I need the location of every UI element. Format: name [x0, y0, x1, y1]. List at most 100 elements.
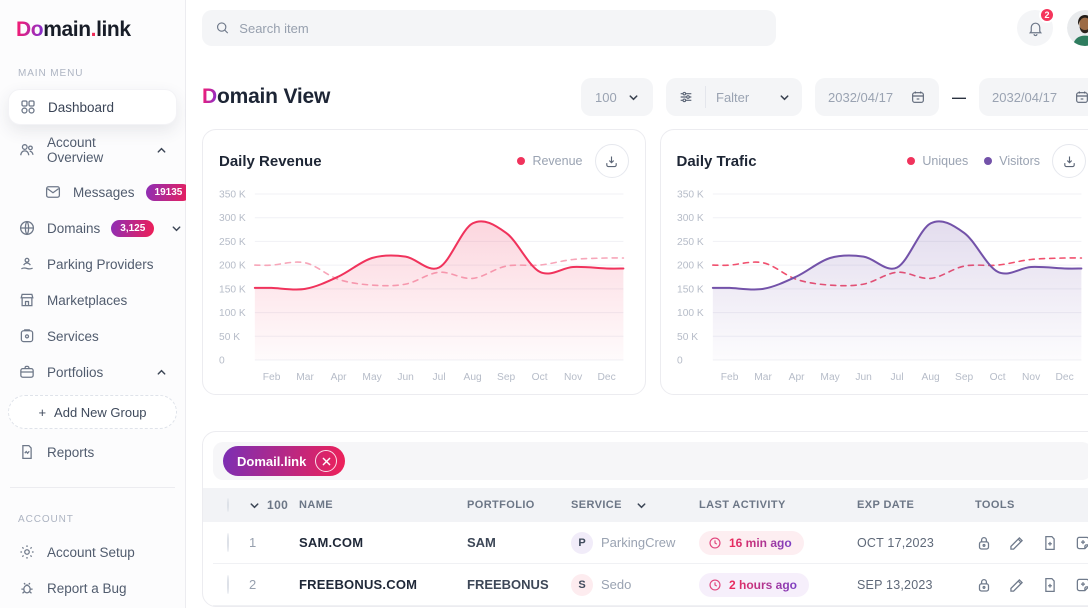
- header-name[interactable]: NAME: [299, 499, 333, 511]
- per-page-select[interactable]: 100: [581, 78, 653, 116]
- service-name: Sedo: [601, 577, 632, 592]
- svg-text:Jun: Jun: [397, 372, 414, 383]
- page-title: Domain View: [202, 85, 330, 109]
- header-exp-date[interactable]: EXP DATE: [857, 499, 915, 511]
- daily-trafic-card: Daily Trafic Uniques Visitors 350 K 300 K 2…: [659, 129, 1088, 395]
- bell-icon: [1027, 20, 1044, 37]
- page-title-rest: omain View: [216, 85, 331, 108]
- sidebar-item-messages[interactable]: Messages 19135: [8, 175, 192, 209]
- sidebar-item-label: Services: [47, 328, 99, 344]
- note-add-button[interactable]: [1074, 534, 1088, 552]
- date-to-picker[interactable]: 2032/04/17: [979, 78, 1088, 116]
- date-to-value: 2032/04/17: [992, 89, 1058, 105]
- select-all-checkbox[interactable]: [227, 498, 229, 512]
- sidebar-item-report-a-bug[interactable]: Report a Bug: [8, 571, 177, 605]
- domain-name[interactable]: SAM.COM: [299, 535, 364, 550]
- legend-item: Visitors: [984, 154, 1040, 168]
- header-tools: TOOLS: [975, 499, 1015, 511]
- filter-chip[interactable]: Domail.link: [223, 446, 346, 476]
- domains-table-card: Domail.link 100 NAME PORTFOLIO SERVICE L…: [202, 431, 1088, 607]
- download-chart-button[interactable]: [594, 144, 629, 178]
- table-row[interactable]: 1 SAM.COM SAM P ParkingCrew 16 min ago O…: [213, 522, 1088, 564]
- sidebar-item-marketplaces[interactable]: Marketplaces: [8, 283, 177, 317]
- row-checkbox[interactable]: [227, 574, 229, 594]
- chevron-down-icon: [779, 92, 802, 103]
- sidebar-item-label: Reports: [47, 444, 95, 460]
- search-input[interactable]: [239, 20, 763, 36]
- add-new-group-button[interactable]: + Add New Group: [8, 395, 177, 429]
- remove-filter-chip-button[interactable]: [315, 450, 338, 472]
- download-chart-button[interactable]: [1052, 144, 1086, 178]
- svg-text:Feb: Feb: [263, 372, 281, 383]
- page-controls: 100 Falter 2032/04/17 — 2032/04/17: [581, 78, 1088, 116]
- chevron-down-icon[interactable]: [249, 500, 260, 511]
- sidebar-item-dashboard[interactable]: Dashboard: [8, 89, 177, 125]
- sidebar-item-domains[interactable]: Domains 3,125: [8, 211, 181, 245]
- row-tools: [975, 534, 1088, 552]
- sidebar-item-account-setup[interactable]: Account Setup: [8, 535, 177, 569]
- last-activity-pill: 16 min ago: [699, 530, 804, 555]
- notifications-button[interactable]: 2: [1017, 7, 1055, 46]
- header-last-activity[interactable]: LAST ACTIVITY: [699, 499, 786, 511]
- file-plus-button[interactable]: [1041, 576, 1059, 594]
- header-portfolio[interactable]: PORTFOLIO: [467, 499, 535, 511]
- svg-text:300 K: 300 K: [677, 213, 704, 224]
- lock-button[interactable]: [975, 534, 993, 552]
- sidebar-item-label: Account Setup: [47, 544, 135, 560]
- note-add-button[interactable]: [1074, 576, 1088, 594]
- user-avatar[interactable]: [1067, 10, 1088, 46]
- search-bar[interactable]: [202, 10, 776, 46]
- sidebar-item-label: Account Overview: [47, 135, 104, 165]
- storefront-icon: [18, 291, 36, 309]
- domains-count-badge: 3,125: [111, 219, 155, 237]
- svg-text:Mar: Mar: [754, 372, 772, 383]
- sidebar-item-portfolios[interactable]: Portfolios: [8, 355, 177, 389]
- sidebar-item-parking-providers[interactable]: Parking Providers: [8, 247, 177, 281]
- account-section-label: ACCOUNT: [18, 514, 74, 525]
- svg-text:350 K: 350 K: [677, 190, 704, 201]
- mail-icon: [44, 183, 62, 201]
- edit-button[interactable]: [1008, 576, 1026, 594]
- globe-icon: [18, 219, 36, 237]
- sidebar-item-label: Parking Providers: [47, 256, 154, 272]
- sidebar-item-reports[interactable]: Reports: [8, 435, 177, 469]
- svg-text:Nov: Nov: [564, 372, 583, 383]
- svg-text:Apr: Apr: [788, 372, 805, 383]
- table-row[interactable]: 2 FREEBONUS.COM FREEBONUS S Sedo 2 hours…: [213, 564, 1088, 606]
- svg-text:250 K: 250 K: [677, 237, 704, 248]
- date-from-value: 2032/04/17: [828, 89, 894, 105]
- svg-text:100 K: 100 K: [219, 308, 246, 319]
- service-initial-badge: P: [571, 531, 593, 554]
- sidebar-item-account-overview[interactable]: Account Overview: [8, 127, 177, 173]
- exp-date: OCT 17,2023: [857, 535, 935, 550]
- domain-name[interactable]: FREEBONUS.COM: [299, 577, 418, 592]
- edit-button[interactable]: [1008, 534, 1026, 552]
- sidebar-item-label: Domains: [47, 220, 101, 236]
- logo-dot: .: [90, 18, 97, 41]
- header-count: 100: [267, 498, 289, 512]
- svg-text:Feb: Feb: [720, 372, 738, 383]
- date-from-picker[interactable]: 2032/04/17: [815, 78, 939, 116]
- svg-text:350 K: 350 K: [219, 190, 246, 201]
- chart-header: Daily Trafic Uniques Visitors: [677, 144, 1086, 178]
- sidebar: Domain.link MAIN MENU Dashboard Account …: [0, 0, 192, 608]
- daily-revenue-chart: 350 K 300 K 250 K 200 K 150 K 100 K 50 K 0 Feb Ma…: [219, 190, 625, 383]
- svg-text:Aug: Aug: [921, 372, 939, 383]
- sidebar-item-label: Messages: [73, 184, 135, 200]
- sidebar-item-services[interactable]: Services: [8, 319, 177, 353]
- calendar-icon: [1074, 89, 1088, 105]
- svg-text:0: 0: [219, 356, 225, 367]
- sidebar-item-label: Marketplaces: [47, 292, 128, 308]
- row-checkbox[interactable]: [227, 532, 229, 552]
- svg-text:300 K: 300 K: [219, 213, 246, 224]
- header-service[interactable]: SERVICE: [571, 499, 699, 511]
- file-plus-button[interactable]: [1041, 534, 1059, 552]
- brand-logo[interactable]: Domain.link: [8, 16, 177, 42]
- filter-dropdown[interactable]: Falter: [666, 78, 802, 116]
- svg-text:Mar: Mar: [296, 372, 314, 383]
- calendar-icon: [910, 89, 926, 105]
- lock-button[interactable]: [975, 576, 993, 594]
- chart-legend: Revenue: [517, 154, 583, 168]
- legend-item: Revenue: [517, 154, 583, 168]
